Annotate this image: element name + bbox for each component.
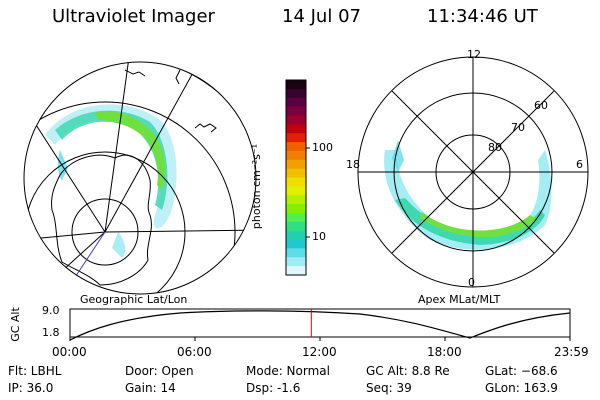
mlat-label-80: 80: [488, 141, 502, 154]
colorbar-segment: [286, 195, 306, 205]
info-glon: GLon: 163.9: [485, 381, 558, 395]
colorbar-segment: [286, 159, 306, 170]
apex-aurora: [384, 140, 552, 250]
geo-aurora: [45, 104, 177, 258]
colorbar-segment: [286, 115, 306, 125]
colorbar-tick-10: 10: [312, 230, 326, 243]
colorbar-segment: [286, 133, 306, 143]
colorbar-segment: [286, 177, 306, 187]
mlt-label-18: 18: [346, 158, 360, 171]
colorbar-segment: [286, 204, 306, 214]
colorbar-segment: [286, 230, 306, 241]
info-seq: Seq: 39: [366, 381, 412, 395]
colorbar-segment: [286, 266, 306, 276]
apex-map: [357, 56, 589, 288]
xtick-0600: 06:00: [177, 345, 212, 359]
colorbar-tick-100: 100: [312, 141, 333, 154]
info-glat: GLat: −68.6: [485, 364, 558, 378]
colorbar-frame: [285, 79, 307, 276]
info-gcalt: GC Alt: 8.8 Re: [366, 364, 450, 378]
info-dsp: Dsp: -1.6: [246, 381, 301, 395]
colorbar-segment: [286, 221, 306, 232]
info-gain: Gain: 14: [125, 381, 176, 395]
colorbar-segment: [286, 106, 306, 116]
date-label: 14 Jul 07: [282, 6, 361, 27]
colorbar-segment: [286, 150, 306, 161]
colorbar-segment: [286, 97, 306, 108]
colorbar-segment: [286, 186, 306, 196]
colorbar-segment: [286, 80, 306, 90]
colorbar-segment: [286, 239, 306, 249]
geographic-map: [23, 61, 257, 295]
geo-map-label: Geographic Lat/Lon: [80, 293, 188, 306]
colorbar: [285, 79, 307, 276]
info-door: Door: Open: [125, 364, 194, 378]
xtick-1800: 18:00: [427, 345, 462, 359]
info-flt: Flt: LBHL: [8, 364, 62, 378]
colorbar-segment: [286, 212, 306, 223]
mlat-label-70: 70: [511, 121, 525, 134]
xtick-2359: 23:59: [554, 345, 589, 359]
mlt-label-6: 6: [576, 158, 583, 171]
mlat-label-60: 60: [534, 99, 548, 112]
colorbar-segment: [286, 248, 306, 258]
altitude-ylabel: GC Alt: [8, 307, 22, 342]
altitude-curve: [69, 310, 571, 341]
time-label: 11:34:46 UT: [427, 6, 538, 27]
colorbar-unit-label: photon cm⁻²s⁻¹: [250, 143, 264, 230]
mlt-label-0: 0: [468, 276, 475, 289]
xtick-1200: 12:00: [302, 345, 337, 359]
mlt-label-12: 12: [467, 48, 481, 61]
colorbar-segment: [286, 257, 306, 267]
apex-map-label: Apex MLat/MLT: [418, 293, 501, 306]
xtick-0000: 00:00: [52, 345, 87, 359]
instrument-title: Ultraviolet Imager: [52, 6, 215, 27]
colorbar-segment: [286, 88, 306, 99]
altitude-ytick-bottom: 1.8: [42, 326, 60, 339]
altitude-ytick-top: 9.0: [42, 304, 60, 317]
antarctica-coastline: [51, 154, 152, 286]
colorbar-segment: [286, 168, 306, 178]
colorbar-segment: [286, 124, 306, 134]
info-ip: IP: 36.0: [8, 381, 54, 395]
info-mode: Mode: Normal: [246, 364, 330, 378]
altitude-plot: [69, 308, 571, 341]
colorbar-segment: [286, 142, 306, 152]
